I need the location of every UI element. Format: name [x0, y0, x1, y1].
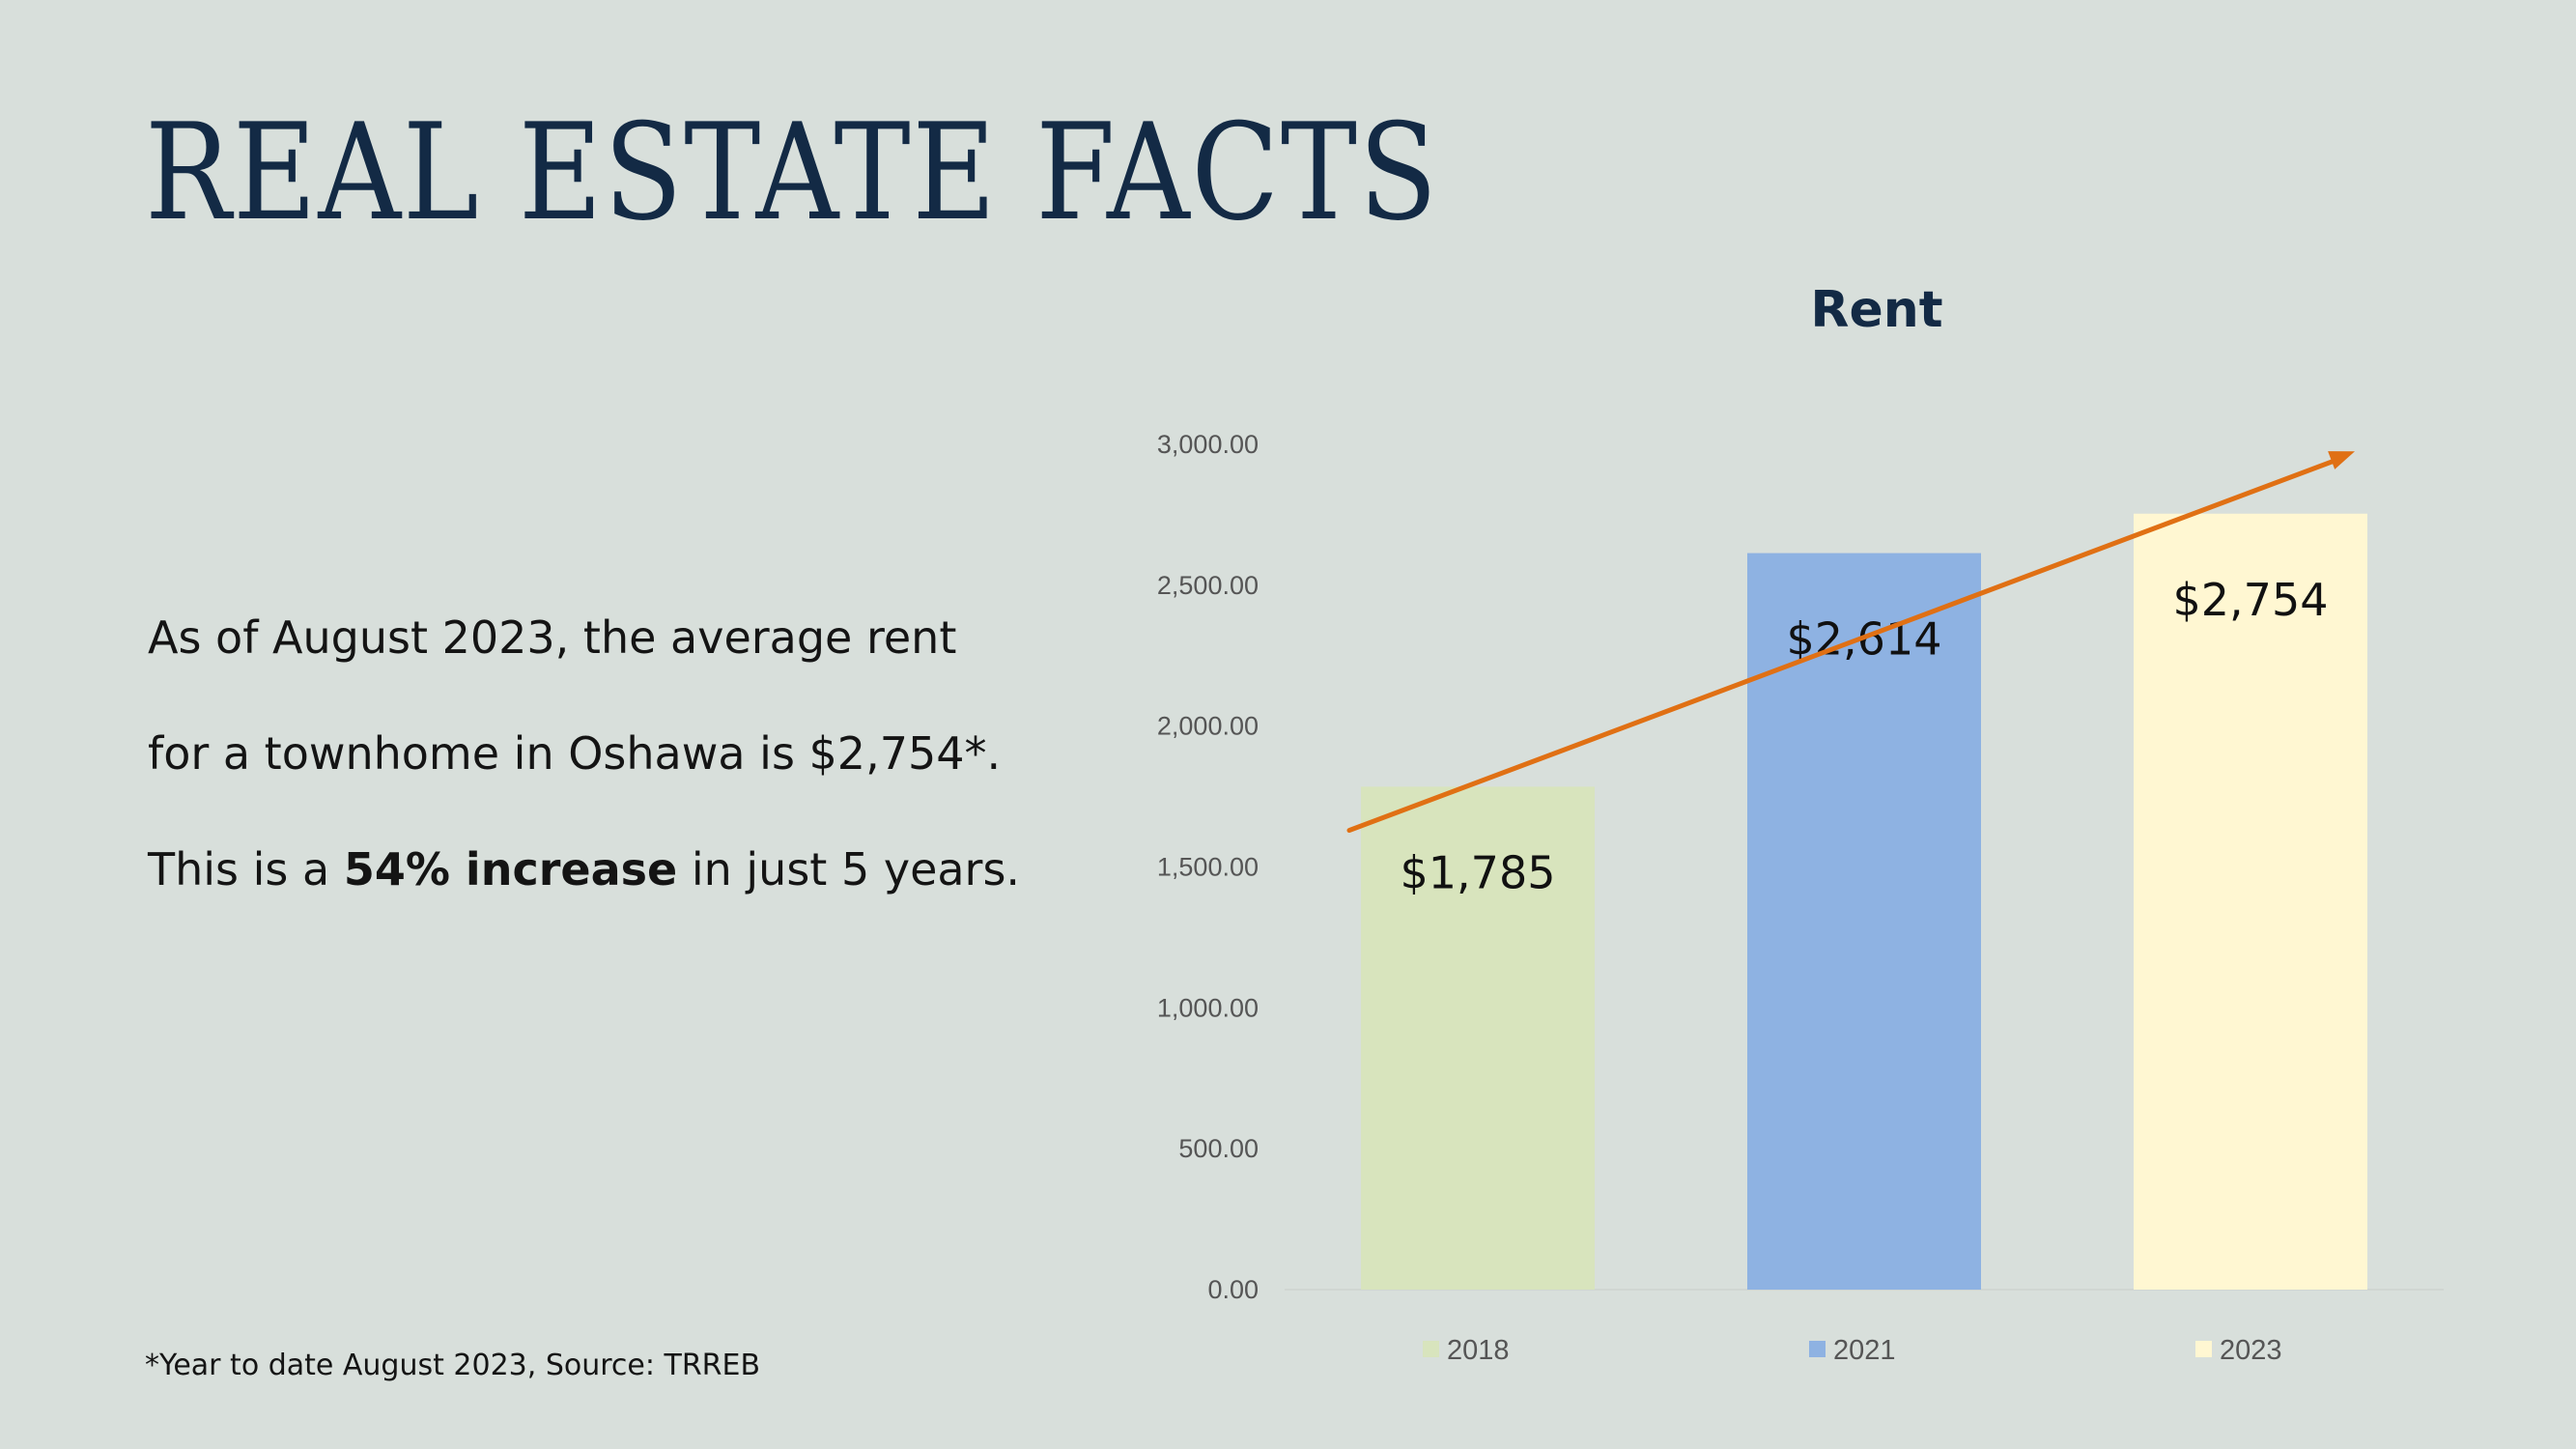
legend-label-2021: 2021 [1833, 1335, 1896, 1366]
bar-2021 [1747, 553, 1981, 1290]
y-tick-label: 2,000.00 [1157, 712, 1259, 741]
trend-arrow-head [2328, 451, 2355, 469]
page-title: REAL ESTATE FACTS [145, 95, 1439, 250]
y-tick-label: 0.00 [1207, 1275, 1259, 1304]
body-line-2: for a townhome in Oshawa is $2,754*. [148, 727, 1002, 780]
y-tick-label: 1,500.00 [1157, 853, 1259, 882]
source-footnote: *Year to date August 2023, Source: TRREB [145, 1349, 761, 1382]
increase-highlight: 54% increase [343, 843, 678, 895]
y-tick-label: 1,000.00 [1157, 993, 1259, 1022]
body-line-1: As of August 2023, the average rent [148, 611, 957, 664]
legend-label-2023: 2023 [2220, 1335, 2282, 1366]
data-label-2018: $1,785 [1401, 846, 1556, 898]
body-line-3: This is a 54% increase in just 5 years. [148, 840, 1065, 956]
body-line-3-prefix: This is a [148, 843, 344, 895]
legend-swatch-2023 [2195, 1341, 2212, 1357]
y-tick-label: 3,000.00 [1157, 430, 1259, 459]
bar-2023 [2134, 513, 2367, 1290]
bar-2018 [1361, 786, 1595, 1290]
chart-title: Rent [1810, 281, 1942, 339]
body-text: As of August 2023, the average rent for … [148, 609, 1065, 956]
legend-swatch-2021 [1809, 1341, 1826, 1357]
y-tick-label: 2,500.00 [1157, 571, 1259, 600]
data-label-2023: $2,754 [2173, 574, 2329, 626]
y-tick-label: 500.00 [1178, 1134, 1259, 1163]
legend-swatch-2018 [1423, 1341, 1439, 1357]
legend-label-2018: 2018 [1447, 1335, 1510, 1366]
trend-arrow-line [1346, 455, 2344, 834]
body-line-3-suffix: in just 5 years. [677, 843, 1021, 895]
